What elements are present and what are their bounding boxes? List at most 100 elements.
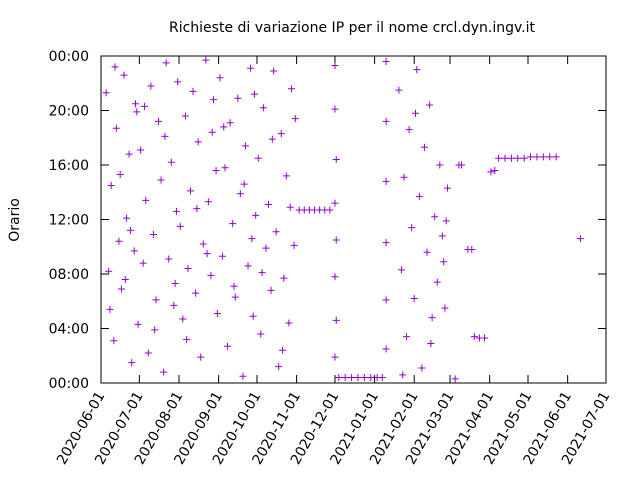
point <box>441 304 449 312</box>
point <box>132 100 140 108</box>
point <box>111 63 119 71</box>
point <box>410 295 418 303</box>
point <box>331 62 339 70</box>
point <box>226 119 234 127</box>
point <box>354 374 362 382</box>
point <box>277 130 285 138</box>
point <box>172 207 180 215</box>
point <box>335 374 343 382</box>
point <box>272 228 280 236</box>
point <box>470 333 478 341</box>
point <box>128 359 136 367</box>
point <box>285 319 293 327</box>
point <box>423 248 431 256</box>
point <box>220 123 228 131</box>
point <box>252 211 260 219</box>
point <box>230 282 238 290</box>
point <box>268 135 276 143</box>
point <box>286 203 294 211</box>
point <box>258 269 266 277</box>
point <box>257 330 265 338</box>
point <box>106 305 114 313</box>
point <box>247 64 255 72</box>
point <box>382 177 390 185</box>
point <box>552 153 560 161</box>
point <box>186 187 194 195</box>
point <box>117 285 125 293</box>
point <box>341 374 349 382</box>
point <box>403 333 411 341</box>
point <box>442 217 450 225</box>
point <box>116 171 124 179</box>
point <box>514 154 522 162</box>
point <box>121 275 129 283</box>
point <box>254 154 262 162</box>
point <box>147 82 155 90</box>
point <box>192 289 200 297</box>
point <box>125 150 133 158</box>
point <box>234 94 242 102</box>
point <box>520 154 528 162</box>
point <box>212 166 220 174</box>
point <box>481 334 489 342</box>
point <box>149 230 157 238</box>
point <box>443 184 451 192</box>
point <box>224 342 232 350</box>
point <box>291 115 299 123</box>
point <box>290 241 298 249</box>
point <box>332 156 340 164</box>
point <box>533 153 541 161</box>
point <box>137 146 145 154</box>
point <box>248 235 256 243</box>
point <box>426 101 434 109</box>
point <box>436 161 444 169</box>
y-tick-label: 12:00 <box>49 213 89 229</box>
point <box>468 245 476 253</box>
point <box>181 112 189 120</box>
point <box>440 258 448 266</box>
point <box>202 56 210 64</box>
point <box>420 143 428 151</box>
point <box>171 280 179 288</box>
point <box>197 353 205 361</box>
point <box>287 85 295 93</box>
point <box>134 320 142 328</box>
point <box>332 316 340 324</box>
point <box>576 235 584 243</box>
point <box>133 108 141 116</box>
chart-title: Richieste di variazione IP per il nome c… <box>169 20 536 36</box>
point <box>142 196 150 204</box>
point <box>382 117 390 125</box>
y-tick-label: 20:00 <box>49 104 89 120</box>
point <box>193 205 201 213</box>
point <box>236 190 244 198</box>
point <box>130 247 138 255</box>
point <box>110 337 118 345</box>
y-tick-label: 00:00 <box>49 376 89 392</box>
point <box>203 250 211 258</box>
point <box>399 371 407 379</box>
point <box>167 158 175 166</box>
point <box>400 173 408 181</box>
point <box>162 59 170 67</box>
point <box>157 176 165 184</box>
point <box>279 346 287 354</box>
point <box>264 201 272 209</box>
point <box>194 138 202 146</box>
point <box>184 265 192 273</box>
point <box>161 132 169 140</box>
point <box>107 181 115 189</box>
point <box>199 240 207 248</box>
point <box>174 78 182 86</box>
point <box>262 244 270 252</box>
point <box>221 164 229 172</box>
point <box>275 363 283 371</box>
point <box>428 314 436 322</box>
point <box>240 180 248 188</box>
point <box>415 192 423 200</box>
point <box>213 310 221 318</box>
point <box>183 335 191 343</box>
point <box>501 154 509 162</box>
point <box>382 345 390 353</box>
